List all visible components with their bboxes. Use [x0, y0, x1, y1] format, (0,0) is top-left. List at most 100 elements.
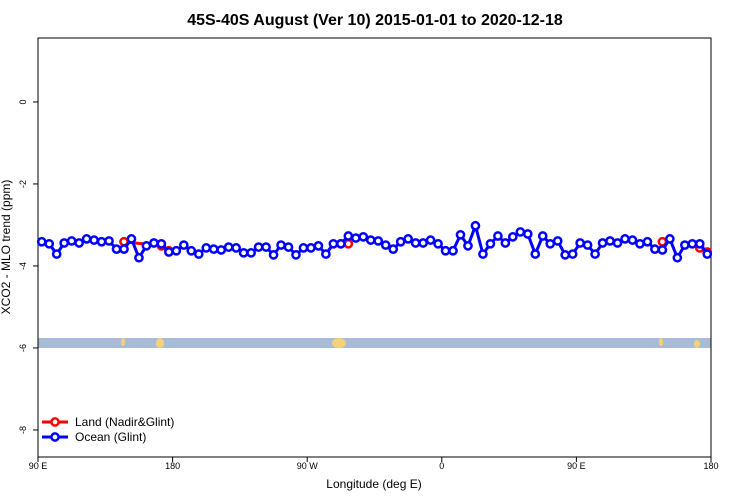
- point: [694, 238, 705, 249]
- point: [208, 244, 219, 254]
- y-tick-label: -6: [18, 344, 28, 352]
- point: [485, 238, 496, 249]
- point: [403, 234, 413, 244]
- y-tick-label: -2: [18, 180, 28, 188]
- point: [104, 236, 114, 246]
- point: [702, 249, 713, 259]
- point: [231, 243, 242, 253]
- point: [650, 244, 660, 254]
- point: [276, 240, 286, 250]
- point: [620, 234, 630, 244]
- x-tick-label: 90 W: [297, 461, 319, 471]
- point: [193, 249, 204, 259]
- point: [657, 245, 668, 255]
- point: [111, 244, 122, 254]
- point: [635, 238, 645, 249]
- point: [350, 233, 361, 243]
- point: [149, 238, 159, 248]
- point: [545, 238, 556, 249]
- point: [679, 240, 690, 250]
- point: [373, 236, 384, 246]
- point: [395, 236, 406, 247]
- point: [537, 231, 548, 241]
- point: [186, 245, 197, 256]
- point: [507, 231, 518, 242]
- point: [74, 238, 84, 248]
- point: [119, 244, 129, 254]
- point: [478, 249, 488, 259]
- legend-marker: [50, 417, 60, 427]
- point: [575, 238, 585, 248]
- point: [283, 242, 294, 252]
- point: [687, 238, 698, 249]
- point: [567, 249, 578, 259]
- point: [665, 234, 675, 244]
- point: [51, 249, 62, 259]
- point: [336, 238, 346, 249]
- point: [672, 252, 683, 263]
- point: [582, 240, 593, 250]
- point: [141, 241, 152, 251]
- y-tick-label: -4: [18, 262, 28, 270]
- point: [59, 238, 70, 248]
- point: [238, 247, 249, 258]
- point: [605, 236, 615, 246]
- point: [66, 236, 77, 246]
- point: [216, 245, 227, 255]
- point: [246, 247, 256, 258]
- point: [328, 238, 339, 249]
- x-axis-label: Longitude (deg E): [326, 477, 421, 491]
- legend-label: Ocean (Glint): [75, 430, 146, 444]
- legend-marker: [50, 432, 60, 442]
- y-axis-label: XCO2 - MLO trend (ppm): [0, 180, 13, 315]
- x-tick-label: 0: [439, 461, 444, 471]
- point: [455, 229, 466, 240]
- point: [201, 243, 212, 253]
- land-strip: [38, 338, 711, 348]
- legend-label: Land (Nadir&Glint): [75, 415, 174, 429]
- point: [44, 238, 55, 249]
- point: [590, 249, 600, 259]
- point: [253, 242, 264, 252]
- point: [515, 227, 526, 237]
- point: [343, 231, 354, 241]
- point: [223, 242, 234, 252]
- point: [627, 235, 638, 245]
- point: [470, 220, 481, 231]
- point: [410, 238, 421, 248]
- point: [440, 245, 451, 256]
- point: [522, 229, 533, 239]
- point: [380, 240, 391, 250]
- point: [81, 234, 92, 244]
- plot-frame: [37, 37, 712, 458]
- point: [358, 231, 369, 242]
- point: [433, 238, 443, 249]
- point: [291, 250, 301, 260]
- chart-title: 45S-40S August (Ver 10) 2015-01-01 to 20…: [187, 12, 563, 29]
- point: [313, 241, 324, 251]
- point: [306, 243, 316, 253]
- point: [171, 245, 182, 256]
- point: [268, 250, 279, 260]
- point: [493, 231, 503, 241]
- point: [36, 236, 47, 247]
- point: [418, 238, 428, 248]
- point: [463, 241, 473, 251]
- y-tick-label: 0: [18, 99, 28, 104]
- point: [500, 238, 511, 248]
- x-tick-label: 180: [165, 461, 180, 471]
- point: [530, 249, 541, 259]
- point: [552, 236, 563, 246]
- point: [156, 238, 167, 249]
- x-tick-label: 180: [703, 461, 718, 471]
- point: [261, 242, 271, 252]
- y-tick-label: -8: [18, 426, 28, 434]
- point: [448, 245, 458, 256]
- point: [597, 238, 608, 248]
- point: [560, 250, 571, 260]
- point: [321, 249, 331, 259]
- point: [126, 234, 137, 244]
- point: [134, 252, 144, 263]
- point: [388, 244, 399, 254]
